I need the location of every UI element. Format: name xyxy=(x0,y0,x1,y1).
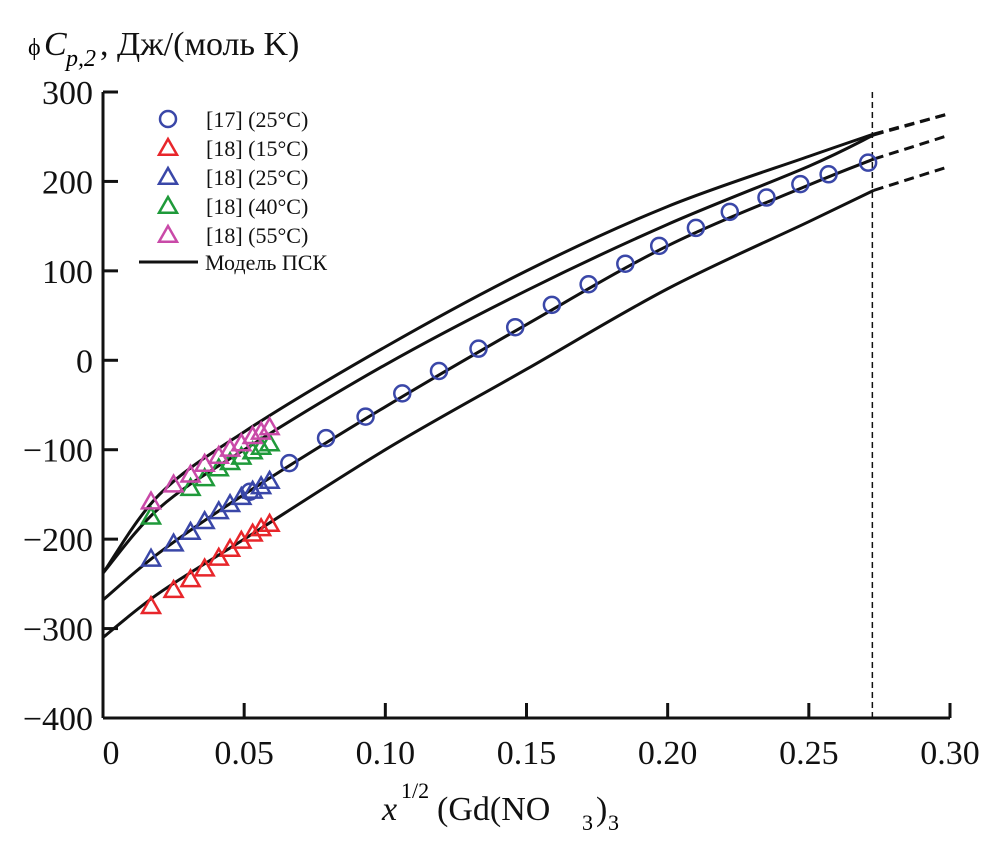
data-point-series-1 xyxy=(162,578,185,599)
data-point-series-1 xyxy=(249,516,273,537)
x-tick-label: 0.25 xyxy=(779,735,839,772)
data-point-series-0 xyxy=(720,202,740,222)
legend-marker-4 xyxy=(156,223,180,243)
x-axis-label: x 1/2 (Gd(NO 3 ) 3 xyxy=(381,778,619,835)
data-point-series-0 xyxy=(316,428,336,448)
data-point-series-0 xyxy=(579,275,598,294)
x-tick-label: 0.20 xyxy=(638,735,698,772)
data-point-series-3 xyxy=(179,476,202,497)
y-tick-label: −200 xyxy=(23,522,93,559)
y-label-main: C xyxy=(44,26,67,63)
data-point-series-0 xyxy=(819,165,838,184)
data-point-series-0 xyxy=(858,153,878,172)
model-curve-extrapolation xyxy=(873,112,951,137)
data-point-series-2 xyxy=(258,469,281,490)
data-point-series-2 xyxy=(193,509,216,530)
data-point-series-0 xyxy=(280,453,299,473)
data-point-series-3 xyxy=(139,505,163,525)
data-point-series-2 xyxy=(241,479,264,499)
model-curve-55c xyxy=(101,132,875,575)
data-point-series-4 xyxy=(249,420,273,440)
model-curve-extrapolation xyxy=(873,133,951,161)
data-point-series-0 xyxy=(649,236,669,256)
x-label-sup: 1/2 xyxy=(401,778,429,803)
data-point-series-3 xyxy=(249,435,273,456)
data-point-series-0 xyxy=(791,174,810,194)
legend-marker-3 xyxy=(156,194,180,214)
x-tick-label: 0.30 xyxy=(920,735,980,772)
legend-marker-0 xyxy=(158,109,178,129)
data-point-series-2 xyxy=(162,532,185,552)
data-point-series-1 xyxy=(241,522,264,542)
data-point-series-0 xyxy=(429,361,449,381)
x-label-sub: 3 xyxy=(582,810,593,835)
y-label-prefix: ϕ xyxy=(28,35,41,61)
data-point-series-4 xyxy=(179,463,202,483)
data-point-series-0 xyxy=(616,254,635,273)
data-point-series-0 xyxy=(469,339,488,358)
data-point-series-4 xyxy=(241,424,264,445)
y-tick-label: −100 xyxy=(23,433,93,470)
legend: [17] (25°C) [18] (15°C) [18] (25°C) [18] (4… xyxy=(139,107,327,275)
data-point-series-2 xyxy=(139,547,163,567)
data-points xyxy=(139,153,878,615)
legend-label: [18] (15°C) xyxy=(206,136,308,161)
data-point-series-1 xyxy=(258,512,281,532)
y-axis-label: ϕ C p,2 , Дж/(моль K) xyxy=(28,26,299,72)
data-point-series-4 xyxy=(258,415,281,436)
y-label-sub: p,2 xyxy=(64,46,96,72)
data-point-series-4 xyxy=(162,473,185,493)
data-point-series-1 xyxy=(193,557,216,577)
data-point-series-0 xyxy=(542,295,562,315)
data-point-series-1 xyxy=(179,567,202,588)
y-tick-label: −400 xyxy=(23,701,93,738)
data-point-series-1 xyxy=(139,594,163,615)
model-curve-extrapolation xyxy=(873,164,951,192)
y-tick-label: 300 xyxy=(42,75,93,112)
y-label-units: , Дж/(моль K) xyxy=(100,26,299,63)
x-tick-label: 0 xyxy=(103,735,120,772)
data-point-series-3 xyxy=(193,466,216,487)
data-point-series-2 xyxy=(249,474,273,495)
axes: 300 200 100 0 −100 −200 −300 −400 0 0.05 0.10 0.15 0… xyxy=(23,75,980,772)
data-point-series-0 xyxy=(505,317,525,337)
legend-label: [18] (25°C) xyxy=(206,165,308,190)
x-label-rest1: (Gd(NO xyxy=(437,791,550,828)
y-tick-label: 100 xyxy=(42,254,93,291)
data-point-series-0 xyxy=(356,407,375,426)
x-tick-label: 0.05 xyxy=(214,735,274,772)
data-point-series-2 xyxy=(179,520,202,540)
legend-label: [18] (40°C) xyxy=(206,194,308,219)
y-tick-label: −300 xyxy=(23,612,93,649)
legend-marker-2 xyxy=(156,165,180,185)
data-point-series-0 xyxy=(393,384,412,403)
x-label-sub2: 3 xyxy=(608,810,619,835)
legend-label: [18] (55°C) xyxy=(206,223,308,248)
x-label-main: x xyxy=(381,791,397,828)
model-curves xyxy=(101,112,951,639)
data-point-series-0 xyxy=(757,188,776,207)
data-point-series-3 xyxy=(258,431,281,452)
y-tick-label: 200 xyxy=(42,164,93,201)
x-tick-label: 0.10 xyxy=(356,735,416,772)
y-tick-label: 0 xyxy=(76,343,93,380)
x-tick-label: 0.15 xyxy=(497,735,557,772)
data-point-series-0 xyxy=(686,218,706,238)
legend-marker-1 xyxy=(156,136,180,156)
legend-label: [17] (25°C) xyxy=(206,107,308,132)
legend-label-model: Модель ПСК xyxy=(205,250,327,275)
model-curve-15c xyxy=(102,189,875,639)
x-label-rest2: ) xyxy=(596,791,607,828)
data-point-series-4 xyxy=(139,490,163,510)
